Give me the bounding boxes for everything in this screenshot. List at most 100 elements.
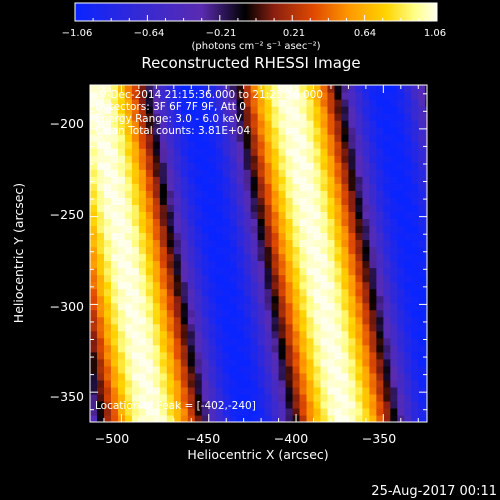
heatmap-cell: [187, 141, 196, 149]
heatmap-cell: [96, 372, 105, 381]
heatmap-cell: [117, 330, 126, 339]
heatmap-cell: [418, 295, 426, 304]
heatmap-cell: [362, 246, 370, 255]
heatmap-cell: [257, 407, 266, 416]
heatmap-cell: [418, 92, 426, 100]
heatmap-cell: [117, 239, 126, 248]
heatmap-cell: [152, 260, 161, 269]
heatmap-cell: [215, 400, 224, 409]
heatmap-cell: [264, 302, 273, 311]
heatmap-cell: [166, 365, 175, 374]
heatmap-cell: [215, 260, 224, 269]
heatmap-cell: [229, 183, 238, 191]
heatmap-cell: [271, 169, 280, 177]
heatmap-cell: [411, 407, 419, 416]
heatmap-cell: [299, 267, 308, 276]
heatmap-cell: [96, 253, 105, 262]
heatmap-cell: [418, 190, 426, 198]
heatmap-cell: [96, 113, 105, 121]
heatmap-cell: [299, 260, 308, 269]
heatmap-cell: [96, 323, 105, 332]
heatmap-cell: [187, 232, 196, 241]
heatmap-cell: [103, 414, 112, 422]
heatmap-cell: [341, 309, 350, 318]
heatmap-cell: [103, 176, 112, 184]
heatmap-cell: [124, 127, 133, 135]
heatmap-cell: [306, 148, 315, 156]
heatmap-cell: [271, 267, 280, 276]
heatmap-cell: [355, 134, 363, 142]
heatmap-cell: [194, 323, 203, 332]
heatmap-cell: [90, 365, 98, 374]
heatmap-cell: [201, 330, 210, 339]
heatmap-cell: [320, 351, 329, 360]
heatmap-cell: [103, 344, 112, 353]
heatmap-cell: [110, 218, 119, 227]
heatmap-cell: [110, 127, 119, 135]
heatmap-cell: [425, 134, 427, 142]
heatmap-cell: [159, 309, 168, 318]
heatmap-cell: [138, 225, 147, 234]
heatmap-cell: [264, 358, 273, 367]
heatmap-cell: [397, 358, 405, 367]
heatmap-cell: [292, 204, 301, 212]
heatmap-cell: [236, 344, 245, 353]
heatmap-cell: [250, 358, 259, 367]
heatmap-cell: [425, 85, 427, 93]
heatmap-cell: [334, 267, 343, 276]
heatmap-cell: [166, 351, 175, 360]
heatmap-cell: [243, 295, 252, 304]
heatmap-cell: [341, 379, 350, 388]
heatmap-cell: [334, 309, 343, 318]
heatmap-cell: [96, 141, 105, 149]
heatmap-cell: [180, 309, 189, 318]
heatmap-cell: [278, 134, 287, 142]
heatmap-cell: [355, 218, 363, 227]
heatmap-cell: [103, 379, 112, 388]
heatmap-cell: [299, 253, 308, 262]
heatmap-cell: [222, 197, 231, 205]
heatmap-cell: [404, 134, 412, 142]
heatmap-cell: [194, 386, 203, 395]
heatmap-cell: [166, 358, 175, 367]
heatmap-cell: [222, 190, 231, 198]
heatmap-cell: [418, 358, 426, 367]
heatmap-cell: [313, 267, 322, 276]
heatmap-cell: [215, 127, 224, 135]
heatmap-cell: [376, 344, 384, 353]
heatmap-cell: [369, 204, 377, 212]
heatmap-cell: [348, 253, 357, 262]
heatmap-cell: [124, 113, 133, 121]
heatmap-cell: [250, 162, 259, 170]
heatmap-cell: [292, 344, 301, 353]
heatmap-cell: [355, 351, 363, 360]
heatmap-cell: [257, 351, 266, 360]
heatmap-cell: [131, 246, 140, 255]
heatmap-cell: [229, 358, 238, 367]
heatmap-cell: [264, 197, 273, 205]
heatmap-cell: [425, 316, 427, 325]
heatmap-cell: [390, 232, 398, 241]
heatmap-cell: [152, 141, 161, 149]
heatmap-cell: [131, 302, 140, 311]
heatmap-cell: [271, 358, 280, 367]
heatmap-cell: [124, 302, 133, 311]
heatmap-cell: [425, 274, 427, 283]
heatmap-cell: [411, 141, 419, 149]
heatmap-cell: [425, 393, 427, 402]
heatmap-cell: [180, 351, 189, 360]
heatmap-cell: [271, 302, 280, 311]
heatmap-cell: [299, 386, 308, 395]
heatmap-cell: [208, 176, 217, 184]
heatmap-cell: [341, 148, 350, 156]
heatmap-cell: [411, 323, 419, 332]
heatmap-cell: [152, 344, 161, 353]
heatmap-cell: [96, 309, 105, 318]
heatmap-cell: [208, 106, 217, 114]
heatmap-cell: [187, 253, 196, 262]
heatmap-cell: [236, 267, 245, 276]
heatmap-cell: [397, 393, 405, 402]
heatmap-cell: [96, 120, 105, 128]
heatmap-cell: [250, 379, 259, 388]
heatmap-cell: [306, 113, 315, 121]
